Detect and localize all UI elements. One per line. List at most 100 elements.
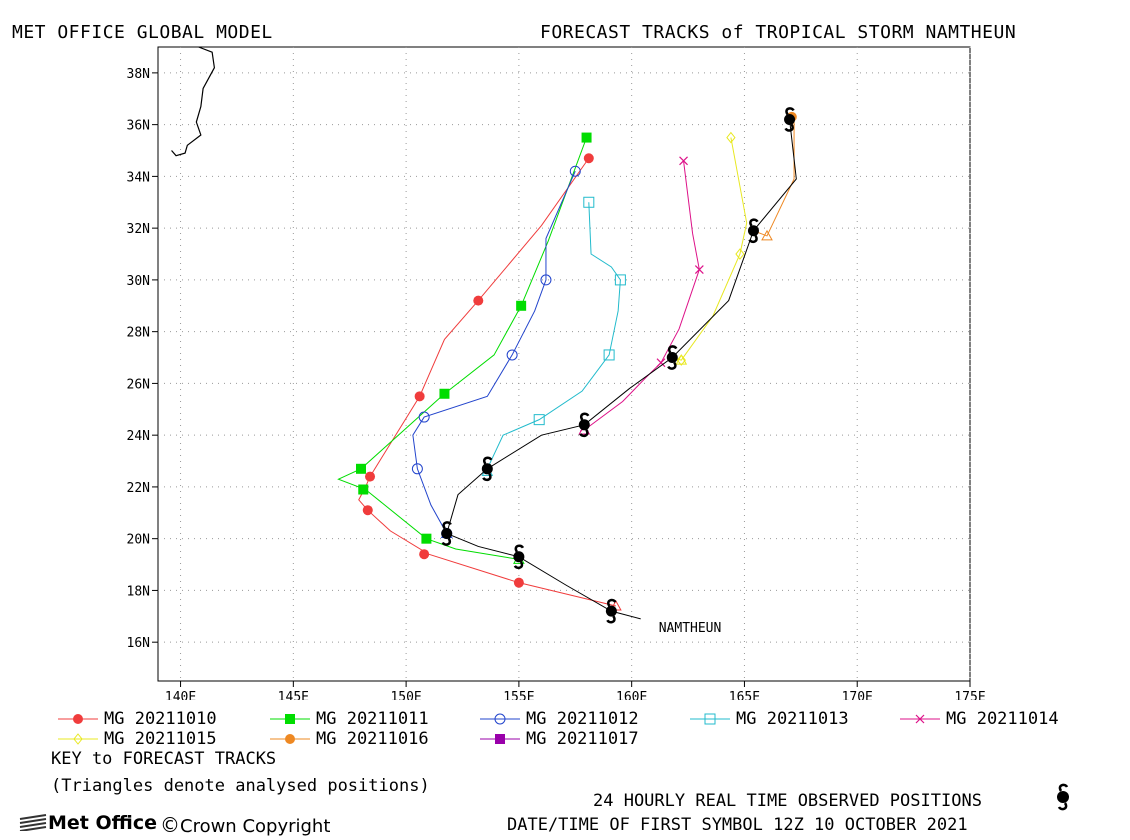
track-point — [358, 484, 369, 495]
storm-symbol-icon — [605, 598, 617, 624]
track-point — [513, 577, 524, 588]
track-point — [581, 132, 592, 143]
observed-storm-symbol-icon — [1057, 783, 1069, 811]
track-point — [411, 463, 423, 475]
track-point — [365, 471, 376, 482]
track-point — [540, 274, 552, 286]
legend-swatch — [270, 714, 310, 724]
track-point — [583, 196, 595, 208]
legend-marker — [73, 733, 83, 745]
coastline — [171, 46, 216, 157]
legend-swatch — [270, 734, 310, 744]
copyright-text: Crown Copyright — [180, 816, 331, 837]
legend-swatch — [58, 714, 98, 724]
legend-label: MG 20211017 — [526, 729, 639, 749]
met-office-logo: Met Office — [18, 812, 157, 834]
track-mg-20211015 — [672, 131, 748, 366]
legend-label: MG 20211010 — [104, 709, 217, 729]
legend-marker — [73, 714, 83, 724]
x-tick-label: 175E — [954, 690, 985, 700]
legend-marker — [494, 713, 506, 725]
brand-name: Met Office — [48, 812, 157, 834]
legend-marker — [704, 713, 716, 725]
y-tick-label: 30N — [127, 274, 150, 289]
legend-marker — [495, 734, 505, 744]
track-point — [421, 533, 432, 544]
track-line — [753, 116, 795, 237]
met-office-wave-icon — [19, 814, 47, 832]
y-tick-label: 34N — [127, 170, 150, 185]
storm-symbol-icon — [666, 345, 678, 370]
analysed-triangle — [675, 354, 688, 365]
storm-symbol-icon — [784, 107, 796, 132]
legend-label: MG 20211011 — [316, 709, 429, 729]
track-point — [583, 153, 594, 164]
key-heading: KEY to FORECAST TRACKS — [51, 749, 277, 769]
legend-label: MG 20211016 — [316, 729, 429, 749]
grid — [152, 47, 971, 687]
track-point — [419, 549, 430, 560]
y-tick-label: 22N — [127, 481, 150, 496]
datetime-note: DATE/TIME OF FIRST SYMBOL 12Z 10 OCTOBER… — [507, 815, 968, 835]
track-point — [676, 354, 686, 366]
storm-symbol-icon — [481, 456, 493, 482]
track-point — [569, 165, 581, 177]
storm-symbol-icon — [513, 544, 525, 570]
triangles-note: (Triangles denote analysed positions) — [51, 776, 430, 796]
track-point — [533, 414, 545, 426]
header-left-title: MET OFFICE GLOBAL MODEL — [12, 22, 273, 43]
track-point — [726, 131, 736, 144]
track-point — [656, 358, 666, 368]
y-tick-label: 32N — [127, 222, 150, 237]
storm-name-label: NAMTHEUN — [659, 621, 722, 636]
legend-swatch — [900, 714, 940, 724]
legend-label: MG 20211012 — [526, 709, 639, 729]
y-tick-label: 24N — [127, 429, 150, 444]
track-point — [473, 295, 484, 306]
y-tick-label: 26N — [127, 377, 150, 392]
forecast-track-map: 140E 145E 150E 155E 160E 165E 170E 175E 16N 18N 20… — [127, 46, 986, 700]
track-point — [362, 505, 373, 516]
track-mg-20211013 — [486, 196, 626, 470]
track-point — [679, 156, 688, 166]
copyright-icon: © — [160, 813, 180, 837]
track-point — [439, 388, 450, 399]
track-line — [486, 202, 621, 470]
track-point — [506, 349, 518, 361]
track-point — [516, 300, 527, 311]
x-tick-label: 150E — [390, 690, 421, 700]
y-tick-label: 28N — [127, 326, 150, 341]
y-tick-label: 16N — [127, 636, 150, 651]
legend-label: MG 20211013 — [736, 709, 849, 729]
legend-marker — [285, 734, 295, 744]
legend-swatch — [480, 734, 520, 744]
plot-frame — [157, 46, 971, 682]
observed-track — [440, 107, 797, 624]
track-point — [414, 391, 425, 402]
x-tick-label: 165E — [729, 690, 760, 700]
legend-label: MG 20211015 — [104, 729, 217, 749]
storm-symbol-icon — [578, 412, 590, 438]
track-line — [412, 171, 576, 534]
storm-symbol-icon — [441, 521, 453, 546]
legend-marker — [915, 714, 925, 724]
x-tick-label: 155E — [503, 690, 534, 700]
storm-symbol-icon — [747, 218, 759, 244]
track-line — [672, 137, 748, 361]
legend-marker — [285, 714, 295, 724]
track-point — [356, 463, 366, 474]
track-point — [418, 411, 430, 423]
header-right-title: FORECAST TRACKS of TROPICAL STORM NAMTHE… — [540, 22, 1017, 43]
y-tick-label: 36N — [127, 119, 150, 134]
legend-swatch — [690, 713, 730, 725]
analysed-triangle — [761, 229, 773, 241]
x-tick-label: 160E — [616, 690, 647, 700]
x-tick-label: 145E — [278, 690, 309, 700]
track-point — [735, 248, 745, 260]
x-tick-label: 170E — [842, 690, 873, 700]
observed-line — [446, 119, 797, 620]
y-tick-label: 38N — [127, 67, 150, 82]
y-tick-label: 20N — [127, 533, 150, 548]
track-point — [614, 274, 626, 286]
x-tick-label: 140E — [165, 690, 196, 700]
